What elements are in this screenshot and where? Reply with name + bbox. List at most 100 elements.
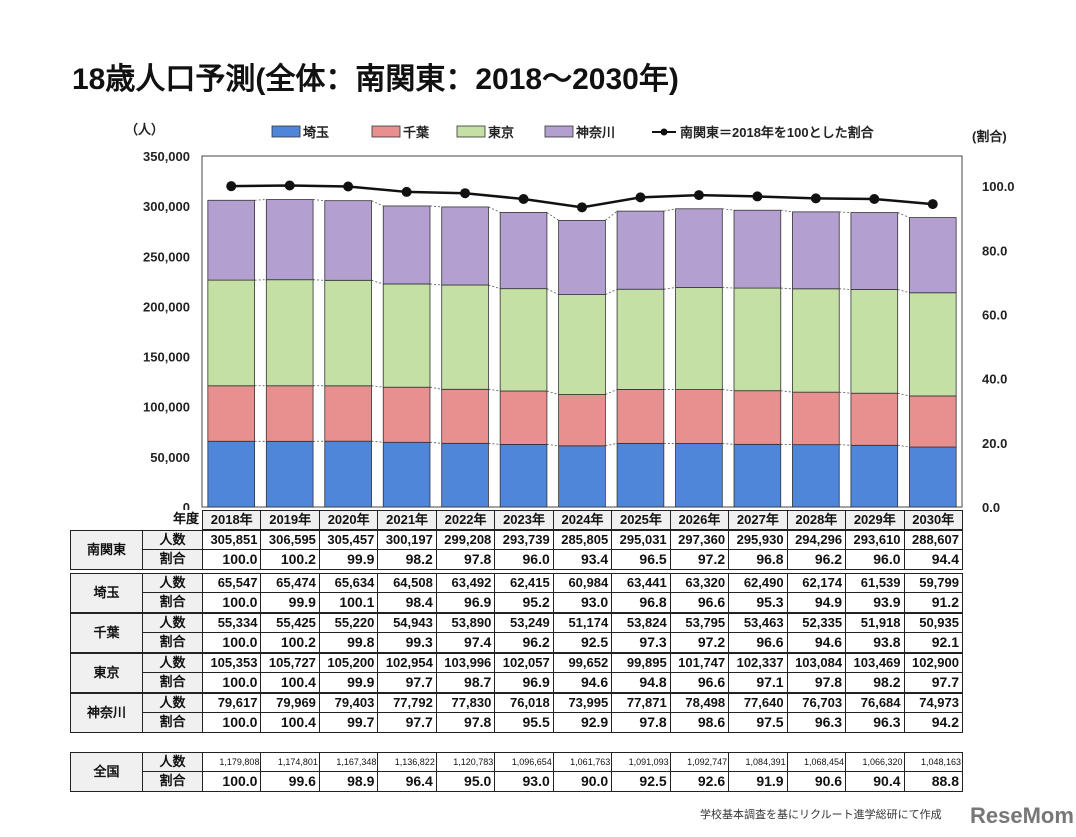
- count-label: 人数: [142, 653, 203, 673]
- year-header: 2020年: [318, 510, 379, 530]
- ratio-cell: 97.4: [435, 632, 496, 653]
- bar-神奈川: [675, 208, 723, 288]
- bar-千葉: [382, 386, 431, 443]
- year-header-label: 年度: [142, 510, 202, 530]
- count-cell: 77,871: [611, 693, 671, 713]
- ratio-cell: 96.4: [377, 771, 437, 792]
- ratio-cell: 94.4: [903, 549, 963, 570]
- count-cell: 55,220: [318, 613, 379, 633]
- bar-埼玉: [441, 442, 489, 508]
- ratio-point: [693, 190, 704, 201]
- legend-swatch-埼玉: [271, 125, 301, 138]
- ratio-cell: 97.1: [728, 672, 788, 693]
- y-tick-label: 150,000: [143, 350, 190, 365]
- ratio-cell: 96.0: [845, 549, 905, 570]
- ratio-cell: 92.9: [552, 712, 613, 733]
- count-cell: 1,179,808: [202, 752, 262, 772]
- ratio-point: [810, 193, 821, 204]
- connector-line: [605, 210, 618, 221]
- chart-title: 18歳人口予測(全体：南関東：2018～2030年): [72, 63, 679, 96]
- legend-swatch-東京: [456, 125, 486, 138]
- ratio-cell: 92.1: [903, 632, 963, 653]
- year-header: 2028年: [786, 510, 847, 530]
- y-axis-label: （人）: [125, 122, 164, 137]
- ratio-cell: 96.2: [786, 549, 847, 570]
- count-cell: 64,508: [377, 573, 437, 593]
- bar-東京: [850, 289, 899, 394]
- ratio-cell: 94.2: [903, 712, 963, 733]
- connector-line: [663, 287, 676, 290]
- bar-神奈川: [265, 199, 314, 281]
- ratio-cell: 99.3: [377, 632, 437, 653]
- ratio-cell: 97.7: [903, 672, 963, 693]
- ratio-cell: 99.9: [260, 592, 320, 613]
- y-tick-label: 200,000: [143, 299, 190, 314]
- ratio-cell: 97.8: [435, 549, 496, 570]
- count-cell: 63,320: [669, 573, 730, 593]
- bar-埼玉: [616, 442, 665, 508]
- y-tick-label: 300,000: [143, 199, 190, 214]
- count-label: 人数: [142, 530, 203, 550]
- bar-千葉: [324, 385, 372, 442]
- bar-千葉: [441, 388, 489, 444]
- connector-line: [429, 205, 442, 208]
- year-header: 2027年: [728, 510, 788, 530]
- ratio-cell: 96.6: [669, 672, 730, 693]
- connector-line: [839, 444, 851, 446]
- count-cell: 62,415: [494, 573, 554, 593]
- count-cell: 77,640: [728, 693, 788, 713]
- count-cell: 51,918: [845, 613, 905, 633]
- count-cell: 102,057: [494, 653, 554, 673]
- count-cell: 293,610: [845, 530, 905, 550]
- ratio-cell: 96.8: [611, 592, 671, 613]
- count-cell: 79,969: [260, 693, 320, 713]
- bar-埼玉: [850, 444, 899, 508]
- ratio-point: [927, 199, 938, 210]
- year-header: 2030年: [903, 510, 963, 530]
- ratio-cell: 100.4: [260, 712, 320, 733]
- bar-千葉: [733, 390, 782, 445]
- bar-埼玉: [382, 441, 431, 508]
- ratio-point: [577, 202, 587, 213]
- ratio-cell: 93.4: [552, 549, 613, 570]
- count-cell: 65,547: [202, 573, 262, 593]
- bar-神奈川: [324, 200, 372, 281]
- count-cell: 78,498: [669, 693, 730, 713]
- count-cell: 76,018: [494, 693, 554, 713]
- count-cell: 105,200: [318, 653, 379, 673]
- source-credit: 学校基本調査を基にリクルート進学総研にて作成: [700, 809, 942, 821]
- ratio-cell: 96.6: [728, 632, 788, 653]
- bar-東京: [324, 279, 372, 387]
- count-cell: 305,457: [318, 530, 379, 550]
- ratio-cell: 97.8: [435, 712, 496, 733]
- year-header: 2029年: [845, 510, 905, 530]
- count-label: 人数: [142, 693, 203, 713]
- count-cell: 1,174,801: [260, 752, 320, 772]
- bar-埼玉: [207, 440, 256, 508]
- connector-line: [663, 208, 676, 212]
- count-cell: 73,995: [552, 693, 613, 713]
- count-cell: 1,120,783: [435, 752, 496, 772]
- ratio-point: [284, 180, 295, 191]
- ratio-cell: 98.6: [669, 712, 730, 733]
- ratio-cell: 98.4: [377, 592, 437, 613]
- legend-line-marker: [660, 128, 668, 136]
- ratio-cell: 90.6: [786, 771, 847, 792]
- bar-東京: [558, 294, 606, 395]
- legend-label: 千葉: [403, 125, 430, 140]
- connector-line: [313, 199, 325, 202]
- count-cell: 60,984: [552, 573, 613, 593]
- count-cell: 1,061,763: [552, 752, 613, 772]
- ratio-point: [518, 193, 529, 204]
- connector-line: [839, 288, 851, 290]
- ratio-cell: 98.2: [377, 549, 437, 570]
- count-cell: 63,492: [435, 573, 496, 593]
- connector-line: [605, 442, 618, 447]
- bar-千葉: [499, 390, 548, 445]
- legend-swatch-千葉: [371, 125, 401, 138]
- ratio-cell: 96.9: [435, 592, 496, 613]
- region-label: 神奈川: [70, 693, 143, 733]
- ratio-cell: 99.8: [318, 632, 379, 653]
- count-cell: 101,747: [669, 653, 730, 673]
- connector-line: [313, 279, 325, 281]
